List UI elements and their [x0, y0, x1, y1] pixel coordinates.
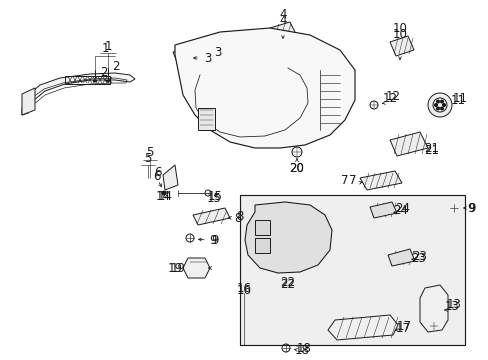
Text: 2: 2 — [100, 67, 107, 80]
Text: 3: 3 — [214, 45, 221, 58]
Circle shape — [436, 107, 439, 110]
Text: 1: 1 — [104, 40, 112, 54]
Text: 15: 15 — [206, 193, 221, 206]
Text: 14: 14 — [155, 189, 170, 202]
Text: 7: 7 — [348, 174, 356, 186]
Text: 17: 17 — [396, 320, 411, 333]
Text: 20: 20 — [289, 162, 304, 175]
Text: 14: 14 — [157, 189, 172, 202]
FancyBboxPatch shape — [240, 195, 464, 345]
Text: 16: 16 — [236, 284, 251, 297]
Text: 9: 9 — [468, 202, 475, 215]
Circle shape — [442, 104, 445, 107]
Text: 11: 11 — [449, 94, 465, 107]
Circle shape — [427, 93, 451, 117]
Text: 10: 10 — [392, 28, 407, 41]
Text: 16: 16 — [236, 282, 251, 294]
Text: 7: 7 — [341, 175, 348, 188]
Text: 18: 18 — [294, 343, 309, 356]
Circle shape — [440, 100, 443, 103]
Text: 4: 4 — [279, 13, 286, 27]
Text: 2: 2 — [112, 59, 120, 72]
Polygon shape — [359, 171, 401, 190]
Text: 11: 11 — [451, 91, 467, 104]
Polygon shape — [163, 165, 178, 190]
Text: 5: 5 — [146, 147, 153, 159]
Polygon shape — [327, 315, 397, 340]
Polygon shape — [369, 202, 396, 218]
Text: 10: 10 — [392, 22, 407, 35]
Circle shape — [162, 191, 165, 195]
Text: 19: 19 — [170, 261, 185, 274]
Polygon shape — [389, 36, 413, 56]
Text: 1: 1 — [101, 42, 108, 55]
Text: 3: 3 — [204, 53, 211, 66]
Polygon shape — [419, 285, 447, 332]
Text: 24: 24 — [395, 202, 409, 216]
Text: 19: 19 — [167, 261, 182, 274]
Text: 12: 12 — [385, 90, 400, 103]
Text: 23: 23 — [411, 252, 426, 265]
Polygon shape — [198, 108, 215, 130]
Text: 5: 5 — [144, 152, 151, 165]
Text: 6: 6 — [154, 166, 162, 179]
Text: 15: 15 — [207, 190, 222, 203]
Polygon shape — [269, 22, 295, 40]
Text: 23: 23 — [412, 251, 427, 264]
Polygon shape — [22, 88, 35, 115]
Circle shape — [436, 100, 439, 103]
Polygon shape — [193, 208, 229, 225]
Polygon shape — [175, 28, 354, 148]
Polygon shape — [22, 73, 135, 115]
Text: 9: 9 — [467, 202, 474, 215]
Text: 8: 8 — [234, 211, 241, 225]
Polygon shape — [254, 238, 269, 253]
Text: 6: 6 — [153, 170, 161, 183]
Text: 13: 13 — [446, 298, 461, 311]
Circle shape — [93, 78, 97, 82]
Text: 8: 8 — [236, 210, 243, 222]
Circle shape — [440, 107, 443, 110]
Polygon shape — [183, 258, 209, 278]
Text: 9: 9 — [211, 234, 218, 248]
Circle shape — [434, 104, 437, 107]
Text: 9: 9 — [209, 234, 216, 248]
Text: 24: 24 — [393, 204, 407, 217]
Text: 21: 21 — [424, 144, 439, 157]
Text: 13: 13 — [444, 301, 459, 314]
Circle shape — [106, 78, 110, 82]
Text: 21: 21 — [424, 141, 439, 154]
Polygon shape — [389, 132, 427, 156]
Polygon shape — [387, 249, 414, 266]
Text: 22: 22 — [280, 276, 295, 289]
Text: 18: 18 — [296, 342, 311, 356]
Polygon shape — [173, 46, 201, 64]
Text: 4: 4 — [279, 8, 286, 21]
Text: 12: 12 — [382, 91, 397, 104]
Polygon shape — [254, 220, 269, 235]
Text: 22: 22 — [280, 279, 295, 292]
Text: 20: 20 — [289, 162, 304, 175]
Polygon shape — [244, 202, 331, 273]
Text: 17: 17 — [395, 323, 409, 336]
